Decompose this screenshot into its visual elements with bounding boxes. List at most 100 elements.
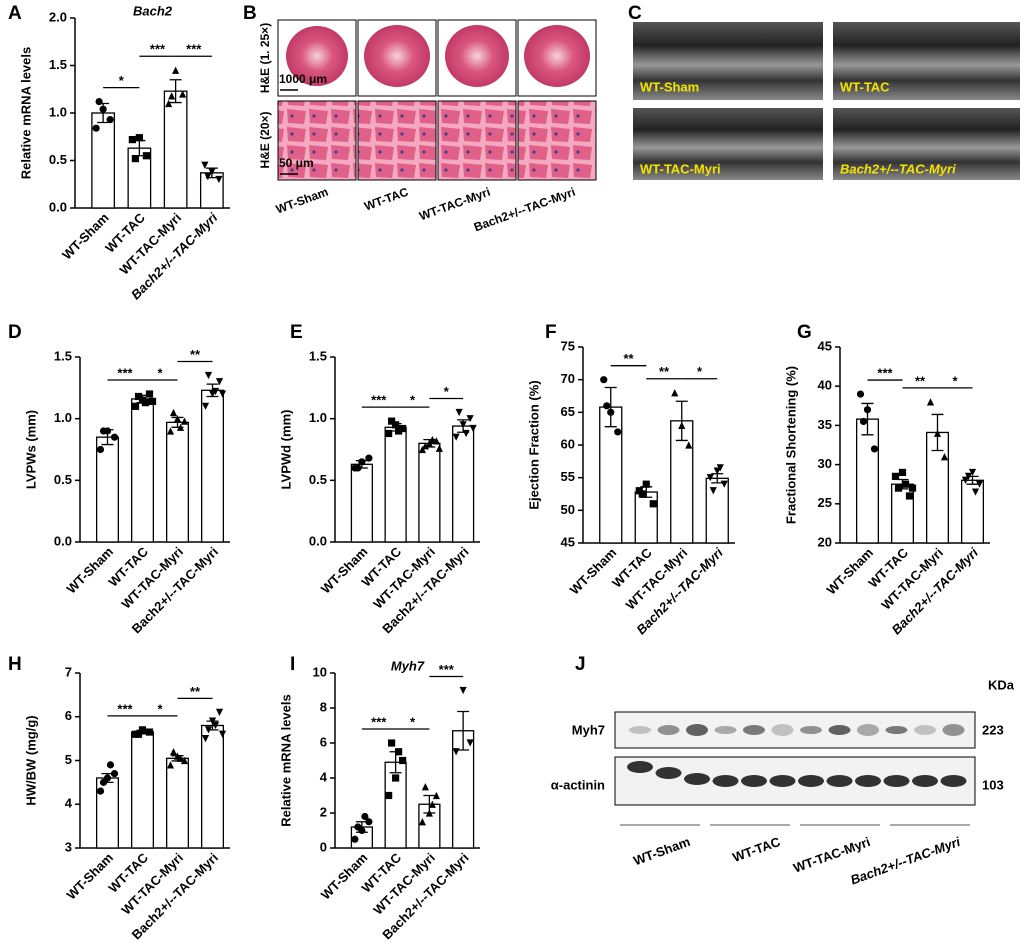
y-tick-label: 1.0 <box>54 410 72 425</box>
chart-title: Myh7 <box>391 658 425 673</box>
significance-label: * <box>119 73 125 88</box>
error-bar <box>604 386 617 428</box>
data-point <box>215 175 223 184</box>
data-point <box>128 136 136 144</box>
heart-section <box>286 26 348 86</box>
data-point <box>176 423 185 431</box>
data-point <box>968 468 977 477</box>
blot-band <box>627 761 653 773</box>
scale-label: 50 μm <box>279 156 314 170</box>
y-tick-label: 45 <box>561 534 575 549</box>
panel-letter: C <box>628 3 642 24</box>
data-point <box>354 823 362 831</box>
bar <box>705 477 729 544</box>
data-point <box>709 487 717 495</box>
chart: F Ejection Fraction (%) 45 50 55 60 65 70 75 WT-S… <box>526 322 735 637</box>
x-tick-label: WT-Sham <box>64 544 116 596</box>
significance-label: *** <box>117 365 133 380</box>
y-tick-label: 0.5 <box>54 472 72 487</box>
significance-label: *** <box>186 42 202 57</box>
data-point <box>863 406 872 414</box>
data-point <box>96 445 105 454</box>
data-point <box>135 134 143 142</box>
histology-panel: B 1000 μm 50 μm H&E (1. 25×) H&E (20×) W… <box>243 3 597 234</box>
echo-label: WT-TAC-Myri <box>640 161 721 176</box>
data-point <box>607 408 615 416</box>
data-point <box>908 484 917 492</box>
blot-band <box>883 775 910 787</box>
y-tick-label: 5 <box>65 752 72 767</box>
blot-band <box>771 724 794 736</box>
blot-band <box>914 725 936 735</box>
heart-section <box>445 25 509 87</box>
panel-letter: J <box>575 654 586 675</box>
bar <box>163 90 188 209</box>
significance-label: ** <box>659 364 670 379</box>
data-point <box>201 402 210 410</box>
panel-letter: D <box>8 322 22 343</box>
blot-band <box>714 726 737 734</box>
error-bar <box>457 710 470 751</box>
blot-band <box>912 775 938 787</box>
data-point <box>99 105 107 113</box>
panel-letter: H <box>8 654 22 675</box>
significance-label: * <box>410 714 416 729</box>
data-point <box>168 92 176 100</box>
y-tick-label: 4 <box>65 796 73 811</box>
data-point <box>421 442 429 450</box>
data-point <box>870 445 879 453</box>
y-tick-label: 1.5 <box>309 348 327 363</box>
data-point <box>856 390 865 398</box>
y-axis-label: Ejection Fraction (%) <box>526 380 541 509</box>
significance-label: * <box>952 373 958 388</box>
data-point <box>452 748 460 756</box>
data-point <box>215 378 224 386</box>
y-axis-label: LVPWs (mm) <box>23 410 38 489</box>
data-point <box>428 800 436 808</box>
bar <box>856 418 880 544</box>
y-tick-label: 65 <box>561 404 575 419</box>
y-tick-label: 25 <box>818 495 832 510</box>
y-axis-label: Relative mRNA levels <box>18 47 33 179</box>
data-point <box>99 427 108 435</box>
blot-band <box>741 775 767 787</box>
y-tick-label: 3 <box>65 839 72 854</box>
bar <box>452 425 475 543</box>
blot-band <box>857 724 879 736</box>
y-tick-label: 2 <box>320 804 327 819</box>
echo-label: WT-TAC <box>840 79 890 94</box>
blot-band <box>686 724 708 736</box>
significance-label: * <box>157 701 163 716</box>
bar <box>599 406 623 544</box>
echo-label: Bach2+/--TAC-Myri <box>840 161 956 176</box>
data-point <box>466 739 474 747</box>
data-point <box>142 152 150 160</box>
data-point <box>466 415 474 423</box>
significance-label: ** <box>915 373 926 388</box>
x-tick-label: WT-Sham <box>64 850 116 902</box>
data-point <box>145 390 154 398</box>
data-point <box>961 476 970 484</box>
x-tick-label: WT-Sham <box>824 545 876 597</box>
data-point <box>354 464 362 472</box>
data-point <box>642 480 650 488</box>
significance-label: *** <box>150 42 166 57</box>
error-bar <box>169 79 182 104</box>
y-tick-label: 0.5 <box>309 472 327 487</box>
blot-band <box>940 775 967 787</box>
y-tick-label: 4 <box>320 769 328 784</box>
data-point <box>365 818 373 826</box>
blot-band <box>629 726 651 734</box>
y-tick-label: 7 <box>65 664 72 679</box>
scale-label: 1000 μm <box>279 72 327 86</box>
data-point <box>172 66 180 74</box>
data-point <box>351 835 359 843</box>
data-point <box>106 116 114 124</box>
chart-title: Bach2 <box>133 3 173 18</box>
data-point <box>428 436 436 444</box>
panel-letter: G <box>797 322 812 343</box>
x-tick-label: WT-Sham <box>59 210 111 262</box>
data-point <box>218 730 227 738</box>
